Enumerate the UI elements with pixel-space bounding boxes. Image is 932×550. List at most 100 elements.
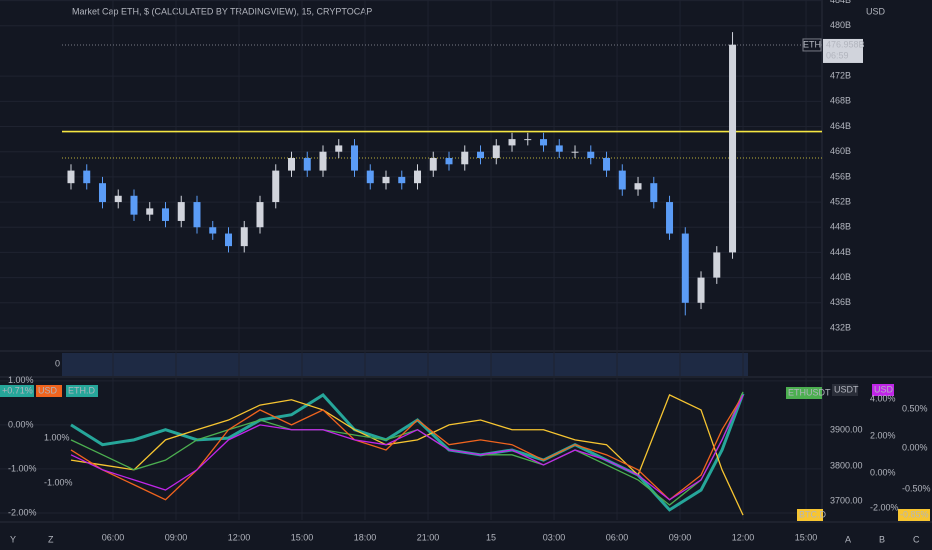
chart-title: Market Cap ETH, $ (CALCULATED BY TRADING… — [72, 6, 372, 16]
tag-box — [898, 509, 930, 521]
tag-box — [786, 387, 822, 399]
tag: ETHUSDT — [788, 387, 831, 397]
last-price-box — [823, 38, 863, 63]
axis-label: 3700.00 — [830, 495, 863, 505]
candle-body — [272, 170, 280, 203]
x-tick-label: 12:00 — [228, 532, 251, 542]
x-tick-label: 15:00 — [291, 532, 314, 542]
tag-box — [0, 385, 34, 397]
y-tick-label: 468B — [830, 96, 851, 106]
candle-body — [650, 183, 658, 203]
tag: USD — [38, 385, 58, 395]
y-tick-label: 452B — [830, 196, 851, 206]
candle-body — [288, 158, 296, 171]
x-tick-label: 09:00 — [669, 532, 692, 542]
candle-body — [508, 139, 516, 146]
tag: -0.85% — [900, 509, 929, 519]
symbol-tag-box — [802, 38, 822, 52]
candle-body — [382, 176, 390, 184]
axis-label: C — [913, 534, 920, 544]
axis-label: 0.00% — [870, 467, 896, 477]
candle-body — [146, 208, 154, 215]
countdown: 06:59 — [826, 50, 849, 60]
tag-box — [66, 385, 98, 397]
axis-label: B — [879, 534, 885, 544]
candle-body — [492, 145, 500, 159]
y-tick-label: -1.00% — [8, 463, 37, 473]
y-tick-label: 444B — [830, 247, 851, 257]
candle-body — [681, 233, 689, 303]
tag-box — [832, 384, 858, 396]
candle-body — [256, 202, 264, 228]
candle-body — [161, 208, 169, 221]
candle-body — [571, 151, 579, 153]
candle-body — [634, 183, 642, 190]
x-tick-label: 15:00 — [795, 532, 818, 542]
axis-label: 0.50% — [902, 403, 928, 413]
series-line — [70, 394, 744, 501]
axis-label: 4.00% — [870, 393, 896, 403]
tag-box — [872, 384, 894, 396]
x-tick-label: 09:00 — [165, 532, 188, 542]
candle-body — [398, 176, 406, 184]
axis-label: 0.00% — [902, 442, 928, 452]
candle-body — [224, 233, 232, 247]
candle-body — [303, 158, 311, 171]
axis-label: Z — [48, 534, 54, 544]
candle-body — [697, 277, 705, 303]
y-tick-label: -2.00% — [8, 507, 37, 517]
x-tick-label: 15 — [486, 532, 496, 542]
volume-strip — [62, 353, 748, 376]
candle-body — [555, 145, 563, 152]
y-tick-label: 1.00% — [8, 375, 34, 385]
y-tick-label: 448B — [830, 222, 851, 232]
unit: USD — [866, 6, 886, 16]
y-tick-label: 484B — [830, 0, 851, 5]
tag-box — [797, 509, 823, 521]
tag: BTC.D — [799, 509, 827, 519]
candle-body — [83, 170, 91, 184]
candle-body — [130, 195, 138, 215]
axis-label: 2.00% — [870, 430, 896, 440]
x-tick-label: 06:00 — [102, 532, 125, 542]
y-tick-label: 460B — [830, 146, 851, 156]
y-tick-label: 472B — [830, 71, 851, 81]
candle-body — [319, 151, 327, 171]
candle-body — [445, 158, 453, 165]
candle-body — [366, 170, 374, 184]
candle-body — [540, 139, 548, 146]
candle-body — [603, 158, 611, 171]
tag-box — [36, 385, 62, 397]
tag: USD — [874, 384, 894, 394]
candle-body — [209, 227, 217, 234]
axis-label: -1.00% — [44, 477, 73, 487]
tag: +0.71% — [2, 385, 33, 395]
candle-body — [114, 195, 122, 203]
x-tick-label: 21:00 — [417, 532, 440, 542]
candle-body — [477, 151, 485, 159]
axis-label: Y — [10, 534, 16, 544]
tag: USDT — [834, 384, 859, 394]
y-tick-label: 480B — [830, 20, 851, 30]
y-tick-label: 436B — [830, 297, 851, 307]
axis-label: -2.00% — [870, 502, 899, 512]
candle-body — [587, 151, 595, 159]
candle-body — [177, 202, 185, 221]
tag: ETH.D — [68, 385, 96, 395]
candle-body — [524, 139, 532, 141]
y-tick-label: 464B — [830, 121, 851, 131]
x-tick-label: 06:00 — [606, 532, 629, 542]
candle-body — [414, 170, 422, 184]
candle-body — [335, 145, 343, 152]
series-line — [70, 394, 744, 516]
candle-body — [351, 145, 359, 171]
volume-zero: 0 — [55, 358, 60, 368]
candle-body — [240, 227, 248, 247]
y-tick-label: 456B — [830, 171, 851, 181]
axis-label: 1.00% — [44, 432, 70, 442]
candle-body — [193, 202, 201, 228]
candle-body — [729, 44, 737, 253]
x-tick-label: 18:00 — [354, 532, 377, 542]
axis-label: A — [845, 534, 851, 544]
candle-body — [429, 158, 437, 171]
